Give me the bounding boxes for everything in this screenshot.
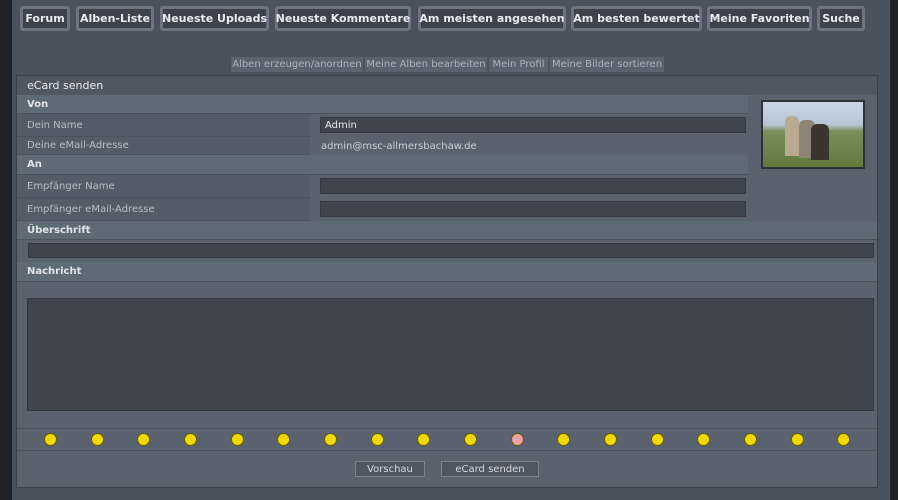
smiley-frown-icon[interactable] [324, 433, 337, 446]
name-label: Dein Name [17, 114, 310, 137]
email-value: admin@msc-allmersbachaw.de [321, 140, 477, 152]
nav-search[interactable]: Suche [817, 6, 865, 31]
smiley-surprised-icon[interactable] [417, 433, 430, 446]
nav-forum[interactable]: Forum [20, 6, 70, 31]
subject-input[interactable] [28, 243, 874, 258]
smiley-wink-smile-icon[interactable] [464, 433, 477, 446]
nav-album-list[interactable]: Alben-Liste [76, 6, 154, 31]
subnav-sort-pictures[interactable]: Meine Bilder sortieren [550, 57, 664, 72]
subject-header: Überschrift [17, 221, 877, 240]
message-textarea[interactable] [27, 298, 874, 411]
smiley-wink-icon[interactable] [697, 433, 710, 446]
smiley-mad-icon[interactable] [604, 433, 617, 446]
send-ecard-button[interactable]: eCard senden [441, 461, 539, 477]
smiley-sad-icon[interactable] [277, 433, 290, 446]
nav-latest-uploads[interactable]: Neueste Uploads [160, 6, 269, 31]
smiley-exclamation-icon[interactable] [791, 433, 804, 446]
recipient-name-label: Empfänger Name [17, 175, 310, 198]
subnav-create-albums[interactable]: Alben erzeugen/anordnen [231, 57, 363, 72]
nav-latest-comments[interactable]: Neueste Kommentare [275, 6, 411, 31]
right-border [890, 0, 898, 500]
smiley-smile-teeth-icon[interactable] [184, 433, 197, 446]
recipient-name-input[interactable] [320, 178, 746, 194]
email-label: Deine eMail-Adresse [17, 137, 310, 155]
smiley-idea-icon[interactable] [744, 433, 757, 446]
smiley-rolleyes-icon[interactable] [651, 433, 664, 446]
subnav-edit-albums[interactable]: Meine Alben bearbeiten [365, 57, 487, 72]
nav-most-viewed[interactable]: Am meisten angesehen [418, 6, 566, 31]
smiley-neutral-icon[interactable] [231, 433, 244, 446]
form-title: eCard senden [17, 76, 877, 95]
to-header: An [17, 155, 748, 175]
smiley-big-smile-icon[interactable] [137, 433, 150, 446]
smiley-tongue-icon[interactable] [91, 433, 104, 446]
left-border [0, 0, 12, 500]
smiley-eek-icon[interactable] [557, 433, 570, 446]
recipient-email-input[interactable] [320, 201, 746, 217]
message-header: Nachricht [17, 262, 877, 282]
nav-favorites[interactable]: Meine Favoriten [707, 6, 812, 31]
smiley-question-icon[interactable] [837, 433, 850, 446]
ecard-picture-thumbnail[interactable] [761, 100, 865, 169]
smiley-grin-icon[interactable] [44, 433, 57, 446]
from-header: Von [17, 95, 748, 114]
name-input[interactable]: Admin [320, 117, 746, 133]
preview-button[interactable]: Vorschau [355, 461, 425, 477]
subnav-profile[interactable]: Mein Profil [489, 57, 548, 72]
nav-top-rated[interactable]: Am besten bewertet [571, 6, 702, 31]
smiley-cool-icon[interactable] [371, 433, 384, 446]
recipient-email-label: Empfänger eMail-Adresse [17, 198, 310, 221]
smiley-embarrassed-icon[interactable] [511, 433, 524, 446]
